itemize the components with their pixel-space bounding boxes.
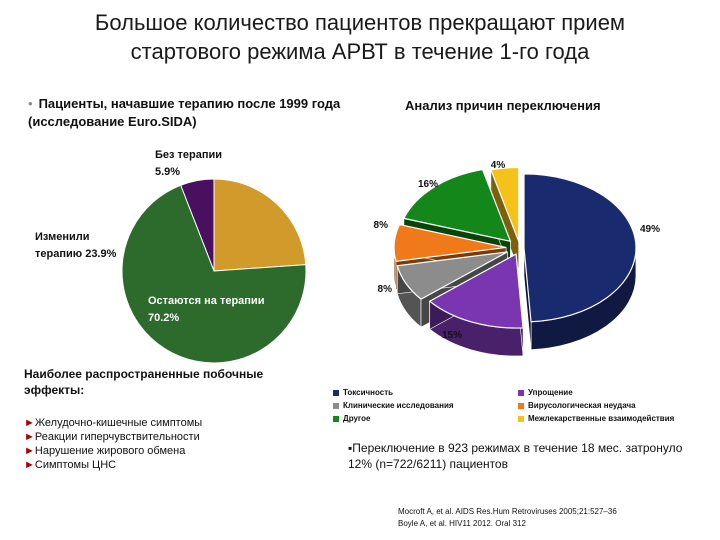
- bullet-dot-icon: •: [28, 96, 33, 111]
- arrow-right-icon: ►: [24, 417, 35, 429]
- left-bullet-text: Пациенты, начавшие терапию после 1999 го…: [28, 96, 341, 129]
- pie-slice-межлекарственные-взаимодействия: [490, 166, 520, 242]
- pie-slice-токсичность: [523, 173, 637, 323]
- legend-item-virologic-failure: Вирусологическая неудача: [518, 401, 708, 410]
- list-item: ►Реакции гиперчувствительности: [24, 431, 200, 443]
- left-bullet: • Пациенты, начавшие терапию после 1999 г…: [28, 95, 358, 131]
- title-line-2: стартового режима АРВТ в течение 1-го го…: [130, 39, 590, 64]
- pie-slice-клинические-исследования: [396, 251, 508, 300]
- pie-slice-изменили-терапию: [213, 178, 307, 272]
- legend-item-other: Другое: [333, 414, 518, 423]
- data-label-упрощение: 15%: [442, 330, 462, 341]
- pie-slice-вирусологическая-неудача: [393, 223, 507, 262]
- arrow-right-icon: ►: [24, 445, 35, 457]
- references: Mocroft A, et al. AIDS Res.Hum Retroviru…: [398, 506, 718, 530]
- side-effects-list: ►Желудочно-кишечные симптомы ►Реакции ги…: [24, 416, 324, 472]
- slide-title: Большое количество пациентов прекращают …: [40, 8, 680, 66]
- arrow-right-icon: ►: [24, 431, 35, 443]
- data-label-межлекарственные-взаимодействия: 4%: [491, 160, 506, 171]
- pie-label-без-терапии: Без терапии: [155, 149, 222, 161]
- data-label-токсичность: 49%: [640, 224, 660, 235]
- legend-swatch: [333, 402, 339, 409]
- reference-2: Boyle A, et al. HIV11 2012. Oral 312: [398, 519, 526, 528]
- legend-swatch: [333, 389, 339, 396]
- legend-item-simplification: Упрощение: [518, 388, 708, 397]
- legend-swatch: [518, 415, 524, 422]
- reference-1: Mocroft A, et al. AIDS Res.Hum Retroviru…: [398, 507, 617, 516]
- pie-label-остаются-на-терапии: Остаются на терапии: [148, 295, 264, 307]
- legend-item-drug-interactions: Межлекарственные взаимодействия: [518, 414, 708, 423]
- pie-value-без-терапии: 5.9%: [155, 166, 180, 178]
- legend-swatch: [333, 415, 339, 422]
- list-item: ►Нарушение жирового обмена: [24, 445, 186, 457]
- pie-value-остаются-на-терапии: 70.2%: [148, 312, 179, 324]
- legend-swatch: [518, 389, 524, 396]
- legend-swatch: [518, 402, 524, 409]
- pie-slice-остаются-на-терапии: [121, 184, 307, 364]
- pie-value-изменили-терапию: терапию 23.9%: [35, 248, 117, 260]
- pie-slice-упрощение: [428, 253, 524, 329]
- pie-label-изменили-терапию: Изменили: [35, 231, 90, 243]
- arrow-right-icon: ►: [24, 459, 35, 471]
- pie-slice-другое: [403, 168, 512, 243]
- data-label-клинические-исследования: 8%: [378, 284, 393, 295]
- chart-legend: Токсичность Упрощение Клинические исслед…: [333, 388, 713, 423]
- list-item: ►Симптомы ЦНС: [24, 459, 117, 471]
- title-line-1: Большое количество пациентов прекращают …: [94, 10, 626, 35]
- list-item: ►Желудочно-кишечные симптомы: [24, 417, 203, 429]
- side-effects-heading: Наиболее распространенные побочные эффек…: [24, 367, 264, 397]
- switch-analysis-heading: Анализ причин переключения: [405, 98, 601, 113]
- switch-note: ▪Переключение в 923 режимах в течение 18…: [348, 441, 683, 471]
- legend-item-toxicity: Токсичность: [333, 388, 518, 397]
- data-label-другое: 16%: [418, 179, 438, 190]
- legend-item-clinical-trials: Клинические исследования: [333, 401, 518, 410]
- data-label-вирусологическая-неудача: 8%: [374, 220, 389, 231]
